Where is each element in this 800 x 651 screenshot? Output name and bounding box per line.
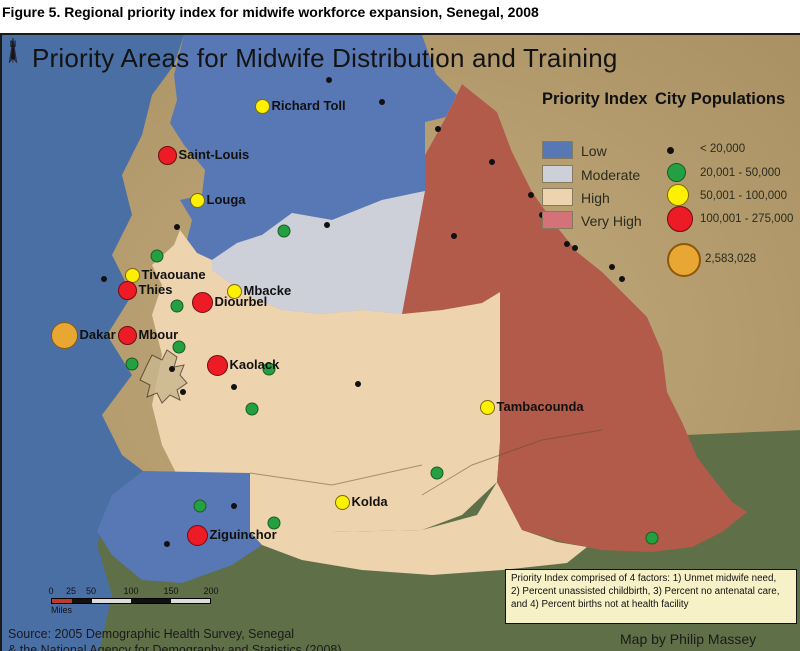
svg-text:N: N bbox=[10, 39, 17, 49]
